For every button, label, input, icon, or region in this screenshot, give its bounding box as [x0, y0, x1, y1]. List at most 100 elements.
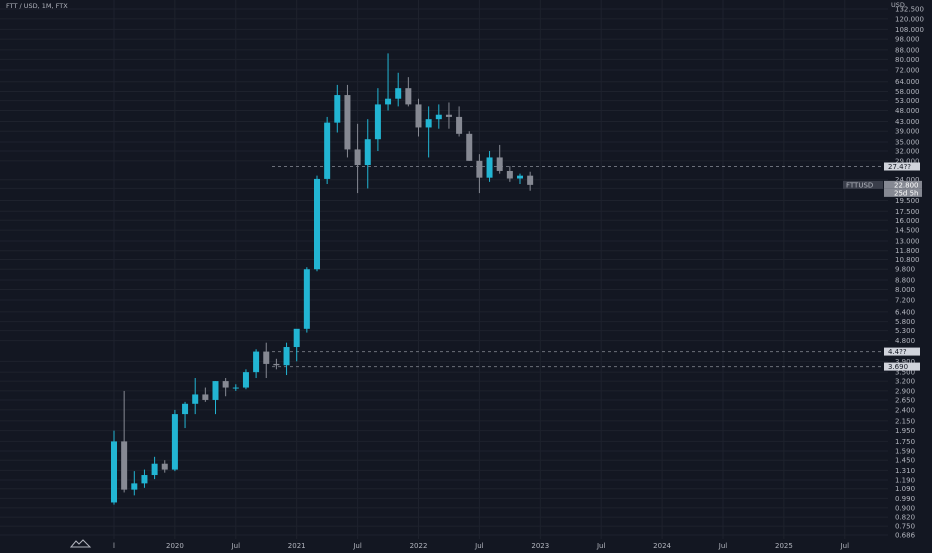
candle-body	[425, 119, 432, 128]
x-tick-label: l	[113, 542, 115, 550]
y-tick-label: 80.000	[895, 56, 920, 64]
y-tick-label: 17.500	[895, 208, 920, 216]
candle-body	[527, 175, 534, 185]
x-tick-label: 2021	[288, 542, 306, 550]
y-tick-label: 58.000	[895, 88, 920, 96]
y-tick-label: 3.500	[895, 369, 915, 377]
y-tick-label: 132.500	[895, 6, 924, 14]
candle-body	[263, 351, 270, 364]
y-tick-label: 3.900	[895, 358, 915, 366]
price-line-label-bg	[884, 162, 920, 171]
candle-body	[476, 160, 483, 178]
candle-body	[161, 463, 168, 470]
candle-body	[374, 104, 381, 140]
x-tick-label: Jul	[352, 542, 362, 550]
y-tick-label: 1.310	[895, 467, 915, 475]
candle-body	[192, 394, 199, 404]
candle-body	[364, 139, 371, 166]
symbol-tag: FTTUSD	[846, 181, 873, 189]
candle-body	[445, 114, 452, 117]
y-tick-label: 53.000	[895, 97, 920, 105]
x-tick-label: Jul	[840, 542, 850, 550]
y-tick-label: 48.000	[895, 107, 920, 115]
y-tick-label: 1.090	[895, 485, 915, 493]
last-price-value: 22.800	[894, 181, 919, 189]
y-tick-label: 0.750	[895, 523, 915, 531]
x-tick-label: 2025	[775, 542, 793, 550]
candle-body	[486, 157, 493, 178]
candle-body	[385, 98, 392, 105]
candle-body	[212, 381, 219, 400]
x-tick-label: 2024	[653, 542, 671, 550]
candle-body	[354, 149, 361, 166]
y-tick-label: 32.000	[895, 147, 920, 155]
y-tick-label: 8.800	[895, 277, 915, 285]
candle-body	[334, 95, 341, 123]
y-tick-label: 13.000	[895, 238, 920, 246]
candle-body	[506, 170, 513, 179]
y-tick-label: 1.450	[895, 457, 915, 465]
y-tick-label: 24.000	[895, 176, 920, 184]
candle-body	[182, 403, 189, 415]
candle-body	[395, 88, 402, 99]
y-tick-label: 98.000	[895, 36, 920, 44]
candle-body	[303, 269, 310, 329]
candle-body	[171, 414, 178, 470]
candle-body	[273, 363, 280, 366]
candle-body	[415, 104, 422, 128]
y-tick-label: 2.650	[895, 396, 915, 404]
price-lines	[272, 166, 886, 368]
y-tick-label: 2.900	[895, 387, 915, 395]
chart-title: FTT / USD, 1M, FTX	[6, 2, 68, 10]
candle-body	[141, 475, 148, 484]
chart-grid	[0, 8, 888, 536]
y-tick-label: 64.000	[895, 78, 920, 86]
y-tick-label: 2.150	[895, 417, 915, 425]
x-tick-label: Jul	[474, 542, 484, 550]
candle-body	[202, 394, 209, 400]
candle-body	[121, 441, 128, 490]
x-tick-label: Jul	[718, 542, 728, 550]
symbol-tag-bg	[843, 180, 883, 189]
y-tick-label: 4.800	[895, 337, 915, 345]
y-tick-label: 11.800	[895, 247, 920, 255]
candle-body	[344, 95, 351, 150]
y-tick-label: 1.590	[895, 447, 915, 455]
y-tick-label: 108.000	[895, 26, 924, 34]
candle-body	[253, 351, 260, 373]
y-tick-label: 120.000	[895, 15, 924, 23]
candle-body	[131, 483, 138, 490]
y-tick-label: 1.190	[895, 476, 915, 484]
y-tick-label: 6.400	[895, 308, 915, 316]
candle-body	[283, 347, 290, 366]
candle-body	[324, 122, 331, 179]
y-tick-label: 43.000	[895, 118, 920, 126]
candle-body	[435, 114, 442, 120]
tradingview-cloud-icon[interactable]	[69, 534, 92, 553]
y-tick-label: 9.800	[895, 266, 915, 274]
candle-body	[466, 133, 473, 161]
y-tick-label: 8.000	[895, 286, 915, 294]
y-tick-label: 16.000	[895, 217, 920, 225]
x-tick-label: 2020	[166, 542, 184, 550]
y-tick-label: 39.000	[895, 128, 920, 136]
y-tick-label: 10.800	[895, 256, 920, 264]
candles	[111, 53, 534, 505]
candle-body	[405, 88, 412, 105]
countdown-bg	[884, 188, 922, 197]
y-tick-label: 2.400	[895, 406, 915, 414]
x-tick-label: 2022	[410, 542, 428, 550]
y-tick-label: 7.200	[895, 297, 915, 305]
y-tick-label: 72.000	[895, 66, 920, 74]
time-axis[interactable]: l 2020 Jul 2021 Jul 2022 Jul 2023 Jul 2024 Jul 2025…	[113, 542, 849, 550]
y-tick-label: 35.000	[895, 139, 920, 147]
y-tick-label: 0.900	[895, 504, 915, 512]
y-tick-label: 1.750	[895, 438, 915, 446]
candle-body	[232, 387, 239, 389]
price-line-label: 27.4??	[888, 163, 911, 171]
axis-unit: USD	[891, 1, 905, 9]
x-tick-label: 2023	[531, 542, 549, 550]
y-tick-label: 19.500	[895, 197, 920, 205]
